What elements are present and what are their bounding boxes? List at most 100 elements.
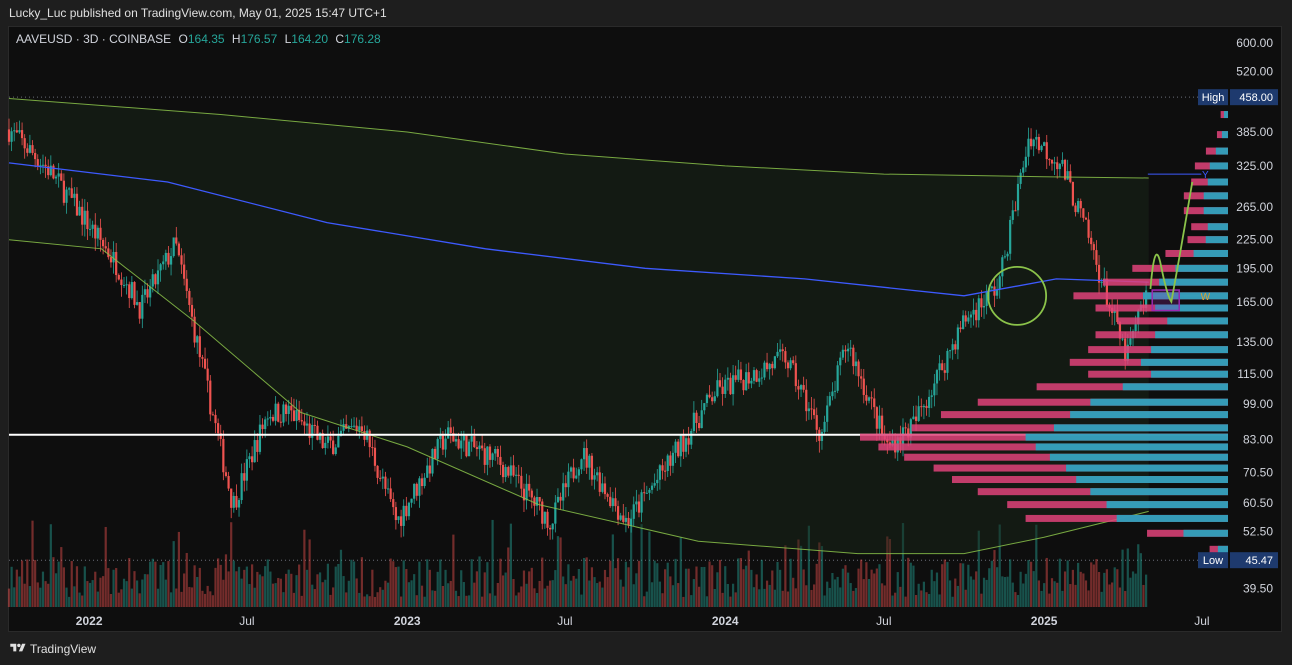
candle-body (431, 448, 434, 474)
candle-body (264, 419, 267, 430)
candle-body (379, 477, 382, 479)
candle-body (34, 152, 37, 160)
candle-body (483, 448, 486, 465)
volume-bar (765, 580, 769, 607)
volume-bar (264, 566, 267, 607)
candle-body (224, 472, 228, 476)
volume-bar (718, 559, 722, 607)
candle-body (386, 488, 390, 490)
volume-bar (1118, 587, 1122, 607)
candle-body (781, 349, 784, 352)
candle-body (763, 362, 766, 378)
volume-bar (371, 569, 374, 607)
candle-body (1092, 244, 1095, 251)
volume-bar (959, 563, 962, 607)
volume-bar (977, 530, 980, 607)
high-tag-value: 458.00 (1239, 92, 1273, 104)
volume-bar (133, 571, 136, 607)
candle-body (922, 405, 926, 408)
volume-bar (488, 593, 492, 607)
candle-body (917, 406, 920, 421)
volume-bar (632, 584, 635, 607)
volume-bar (405, 569, 408, 607)
volume-bar (1009, 559, 1012, 607)
volume-bar (562, 576, 565, 607)
candle-body (402, 505, 405, 526)
candle-body (251, 456, 254, 463)
volume-bar (755, 574, 758, 607)
volume-bar (88, 582, 92, 607)
symbol-name[interactable]: AAVEUSD · 3D · COINBASE (16, 32, 172, 46)
volume-bar (1129, 577, 1132, 607)
candle-body (146, 289, 149, 298)
candle-body (797, 386, 800, 390)
volume-bar (504, 572, 507, 607)
candle-body (222, 438, 225, 473)
candle-body (201, 357, 204, 359)
volume-bar (486, 562, 489, 607)
volume-bar (465, 595, 468, 607)
volume-bar (1011, 582, 1014, 607)
candle-body (849, 347, 852, 349)
volume-bar (716, 572, 719, 607)
volume-bar (988, 568, 991, 607)
volume-bar (175, 588, 178, 607)
volume-bar (543, 588, 546, 607)
volume-bar (669, 576, 672, 607)
volume-bar (355, 578, 358, 607)
volume-bar (980, 593, 983, 607)
volume-bar (240, 578, 243, 607)
volume-bar (946, 562, 949, 607)
candle-body (1074, 205, 1077, 213)
candle-body (546, 511, 549, 528)
x-tick-label: 2025 (1031, 614, 1058, 628)
volume-bar (567, 564, 570, 607)
volume-bar (36, 582, 39, 607)
candle-body (211, 414, 214, 416)
candle-body (609, 496, 612, 507)
candle-body (745, 372, 748, 391)
candle-body (133, 282, 136, 305)
candle-body (115, 251, 118, 276)
candle-body (611, 498, 614, 507)
candle-body (159, 264, 162, 271)
candle-body (342, 424, 345, 431)
candle-body (217, 423, 220, 434)
candle-body (920, 406, 923, 408)
volume-bar (326, 563, 330, 607)
candle-body (1045, 142, 1048, 160)
candle-body (452, 432, 455, 442)
volume-bar (49, 524, 52, 607)
volume-bar (332, 587, 335, 607)
volume-bar (925, 592, 928, 607)
volume-bar (585, 557, 588, 607)
candle-body (912, 416, 915, 420)
volume-bar (679, 537, 682, 607)
volume-bar (1043, 583, 1046, 607)
volume-bar (232, 560, 235, 607)
volume-bar (99, 577, 102, 607)
volume-bar (867, 578, 871, 607)
candle-body (31, 145, 34, 153)
volume-bar (1134, 573, 1137, 607)
volume-bar (117, 592, 120, 607)
candle-body (935, 370, 939, 384)
volume-bar (752, 587, 756, 607)
candle-body (760, 377, 763, 379)
candle-body (1019, 172, 1022, 184)
profile-bar-blue (1116, 514, 1228, 522)
volume-bar (930, 569, 933, 607)
volume-bar (674, 558, 677, 607)
volume-bar (62, 567, 65, 607)
candle-body (190, 304, 194, 317)
candle-body (1118, 322, 1122, 339)
volume-bar (217, 558, 220, 607)
volume-bar (909, 562, 912, 607)
candle-body (716, 380, 719, 397)
volume-bar (373, 596, 377, 607)
candle-body (669, 455, 672, 466)
volume-bar (454, 590, 458, 607)
profile-bar-blue (1155, 304, 1228, 312)
volume-bar (1095, 559, 1098, 607)
